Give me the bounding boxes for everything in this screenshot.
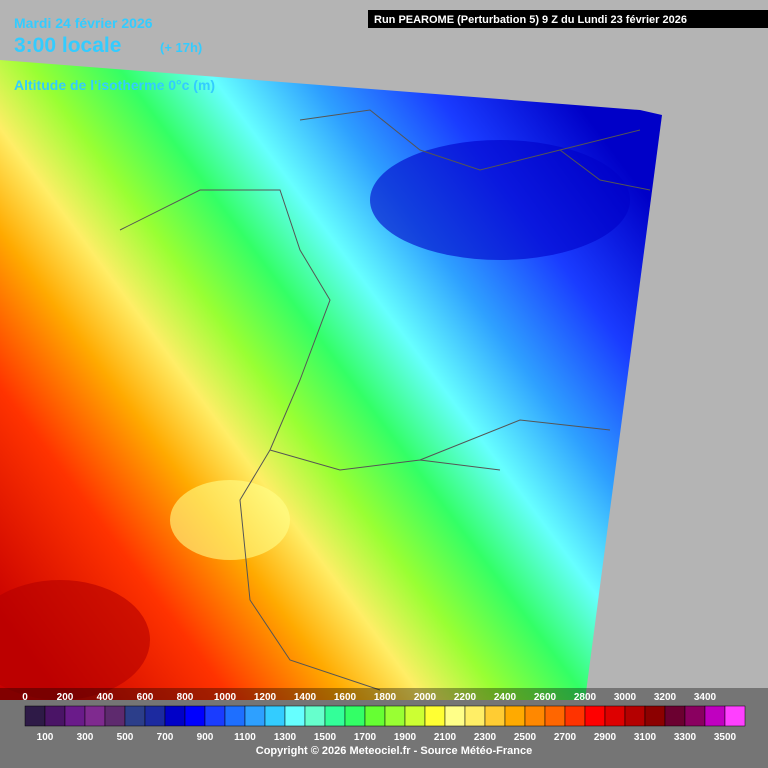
- legend-bottom-label: 2700: [554, 732, 577, 743]
- legend-top-label: 600: [137, 692, 154, 703]
- legend-top-label: 2400: [494, 692, 517, 703]
- legend-swatch: [564, 705, 586, 727]
- legend-swatch: [384, 705, 406, 727]
- date: Mardi 24 février 2026: [14, 15, 153, 31]
- legend-swatch: [44, 705, 66, 727]
- legend-bottom-label: 1300: [274, 732, 297, 743]
- legend-swatch: [684, 705, 706, 727]
- legend-swatch: [644, 705, 666, 727]
- legend-top-label: 800: [177, 692, 194, 703]
- legend-top-label: 3000: [614, 692, 637, 703]
- legend-swatch: [204, 705, 226, 727]
- legend-swatch: [264, 705, 286, 727]
- legend-swatch: [124, 705, 146, 727]
- legend-swatch: [84, 705, 106, 727]
- legend-bottom-label: 700: [157, 732, 174, 743]
- legend-bottom-label: 300: [77, 732, 94, 743]
- legend-bottom-label: 1500: [314, 732, 337, 743]
- legend-swatch: [624, 705, 646, 727]
- legend-bottom-label: 1700: [354, 732, 377, 743]
- legend-bottom-label: 1100: [234, 732, 256, 743]
- legend-top-label: 1600: [334, 692, 357, 703]
- legend-swatch: [184, 705, 206, 727]
- field-blob: [0, 580, 150, 700]
- legend-bottom-label: 3300: [674, 732, 697, 743]
- legend-top-label: 0: [22, 692, 28, 703]
- legend-swatch: [464, 705, 486, 727]
- legend-top-label: 2600: [534, 692, 557, 703]
- legend-bottom-label: 900: [197, 732, 214, 743]
- legend-swatch: [424, 705, 446, 727]
- legend-bottom-label: 2500: [514, 732, 537, 743]
- legend-swatch: [104, 705, 126, 727]
- legend-swatch: [724, 705, 746, 727]
- field-blob: [370, 140, 630, 260]
- legend-bottom-label: 3100: [634, 732, 657, 743]
- legend-top-label: 1800: [374, 692, 397, 703]
- legend-top-label: 400: [97, 692, 114, 703]
- legend-swatch: [364, 705, 386, 727]
- legend-swatch: [704, 705, 726, 727]
- borders: [119, 109, 651, 691]
- legend-swatch: [144, 705, 166, 727]
- legend-bottom-label: 3500: [714, 732, 737, 743]
- legend-bottom-label: 2100: [434, 732, 457, 743]
- legend-bottom-label: 2900: [594, 732, 617, 743]
- legend-swatch: [244, 705, 266, 727]
- legend-band: [0, 688, 768, 768]
- legend-swatch: [64, 705, 86, 727]
- legend-swatch: [544, 705, 566, 727]
- legend-swatch: [344, 705, 366, 727]
- legend-top-label: 1400: [294, 692, 317, 703]
- run-bar: [368, 10, 768, 28]
- legend-top-label: 200: [57, 692, 74, 703]
- legend-swatch: [404, 705, 426, 727]
- legend-swatch: [284, 705, 306, 727]
- field-blob: [170, 480, 290, 560]
- legend-top-label: 1000: [214, 692, 237, 703]
- legend-top-label: 1200: [254, 692, 277, 703]
- legend-bottom-label: 2300: [474, 732, 497, 743]
- copyright: Copyright © 2026 Meteociel.fr - Source M…: [256, 745, 532, 757]
- legend-top-label: 2800: [574, 692, 597, 703]
- variable: Altitude de l'isotherme 0°c (m): [14, 77, 215, 93]
- legend-swatch: [504, 705, 526, 727]
- legend-swatch: [484, 705, 506, 727]
- legend-top-label: 2200: [454, 692, 477, 703]
- lead: (+ 17h): [160, 40, 202, 55]
- legend-swatch: [604, 705, 626, 727]
- legend-top-label: 3200: [654, 692, 677, 703]
- legend-top-label: 3400: [694, 692, 717, 703]
- legend: 0 200 400 600 800 1000 1200 1400 1600 1800 2000 220…: [22, 692, 746, 743]
- run-info: Run PEAROME (Perturbation 5) 9 Z du Lund…: [374, 14, 687, 26]
- legend-swatch: [24, 705, 46, 727]
- legend-bottom-label: 1900: [394, 732, 417, 743]
- legend-swatch: [304, 705, 326, 727]
- legend-swatch: [584, 705, 606, 727]
- legend-top-label: 2000: [414, 692, 437, 703]
- legend-swatch: [664, 705, 686, 727]
- legend-swatch: [324, 705, 346, 727]
- time: 3:00 locale: [14, 34, 121, 57]
- legend-swatch: [524, 705, 546, 727]
- legend-bottom-label: 100: [37, 732, 54, 743]
- legend-swatch: [444, 705, 466, 727]
- legend-swatch: [224, 705, 246, 727]
- legend-bottom-label: 500: [117, 732, 134, 743]
- legend-swatch: [164, 705, 186, 727]
